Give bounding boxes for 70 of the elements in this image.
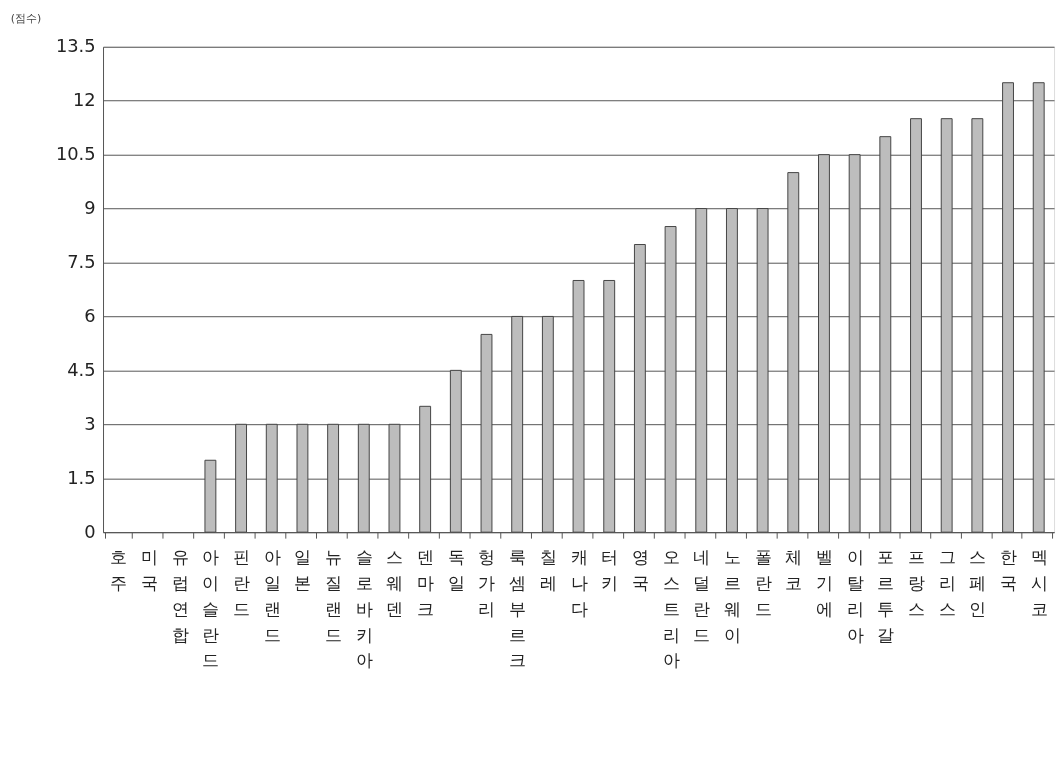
x-tick-label: 네덜란드 <box>693 547 711 645</box>
bar <box>296 423 309 533</box>
y-tick-label: 4.5 <box>67 358 96 380</box>
x-tick-label: 뉴질랜드 <box>325 547 343 645</box>
x-tick-label: 핀란드 <box>233 547 251 619</box>
y-tick-label: 13.5 <box>55 35 96 57</box>
x-tick-label: 영국 <box>631 547 649 594</box>
bar <box>848 154 861 533</box>
bar <box>357 423 370 533</box>
y-tick-label: 9 <box>84 197 96 219</box>
x-tick-label: 이탈리아 <box>846 547 864 645</box>
bar <box>419 405 432 533</box>
x-tick-label: 오스트리아 <box>662 547 680 671</box>
x-tick-label: 미국 <box>141 547 159 594</box>
y-tick-label: 3 <box>84 412 96 434</box>
x-tick-label: 호주 <box>110 547 128 594</box>
x-tick-label: 폴란드 <box>754 547 772 619</box>
y-tick-label: 6 <box>84 304 96 326</box>
bar <box>265 423 278 533</box>
bar <box>511 315 524 533</box>
x-tick-label: 캐나다 <box>570 547 588 619</box>
bar <box>940 118 953 533</box>
bar <box>1002 82 1014 533</box>
bar <box>541 315 554 533</box>
bar <box>756 208 769 533</box>
x-tick-label: 터키 <box>601 547 619 594</box>
bar <box>725 208 738 533</box>
x-tick-label: 독일 <box>447 547 465 594</box>
bar <box>603 279 616 533</box>
x-tick-label: 룩셈부르크 <box>509 547 527 671</box>
bar <box>327 423 340 533</box>
bar <box>971 118 984 533</box>
x-tick-label: 칠레 <box>539 547 557 594</box>
y-tick-label: 0 <box>84 520 96 542</box>
bar <box>449 369 462 533</box>
x-tick-label: 프랑스 <box>907 547 925 619</box>
x-tick-label: 슬로바키아 <box>355 547 373 671</box>
x-tick-label: 노르웨이 <box>723 547 741 645</box>
bar <box>235 423 248 533</box>
x-tick-label: 그리스 <box>938 547 956 619</box>
x-tick-label: 벨기에 <box>815 547 833 619</box>
x-tick-label: 덴마크 <box>417 547 435 619</box>
x-tick-label: 유럽연합 <box>171 547 189 645</box>
x-tick-label: 아이슬란드 <box>202 547 220 671</box>
bar <box>572 279 585 533</box>
x-tick-label: 멕시코 <box>1030 547 1048 619</box>
x-tick-label: 스웨덴 <box>386 547 404 619</box>
y-tick-label: 10.5 <box>55 143 96 165</box>
bar <box>910 118 922 533</box>
bar <box>695 208 708 533</box>
x-tick-label: 한국 <box>1000 547 1018 594</box>
y-tick-label: 7.5 <box>67 250 96 272</box>
y-tick-label: 12 <box>72 89 96 111</box>
x-tick-label: 헝가리 <box>478 547 496 619</box>
bar <box>204 459 217 533</box>
bar <box>818 154 830 533</box>
x-tick-label: 스페인 <box>969 547 987 619</box>
bar <box>480 333 493 533</box>
x-tick-label: 일본 <box>294 547 312 594</box>
x-tick-label: 아일랜드 <box>263 547 281 645</box>
bar <box>879 136 892 533</box>
bar <box>388 423 401 533</box>
bar <box>633 244 646 533</box>
y-axis-title: (점수) <box>10 11 42 25</box>
bar <box>787 172 800 533</box>
x-tick-label: 포르투갈 <box>877 547 895 645</box>
bar <box>1032 82 1045 533</box>
x-tick-label: 체코 <box>785 547 803 594</box>
y-tick-label: 1.5 <box>67 466 96 488</box>
bar <box>664 226 677 533</box>
